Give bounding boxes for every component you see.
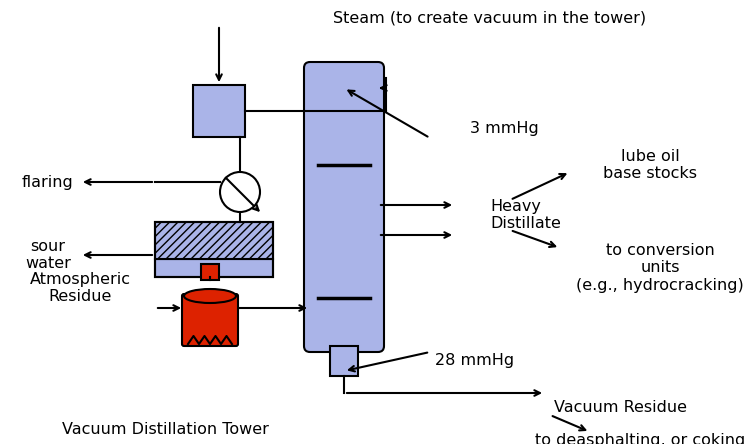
- Text: lube oil
base stocks: lube oil base stocks: [603, 149, 697, 181]
- Text: 3 mmHg: 3 mmHg: [470, 120, 538, 135]
- FancyBboxPatch shape: [304, 62, 384, 352]
- Text: Atmospheric
Residue: Atmospheric Residue: [29, 272, 130, 304]
- Text: sour
water: sour water: [25, 239, 71, 271]
- Text: to deasphalting, or coking: to deasphalting, or coking: [535, 432, 745, 444]
- Text: Vacuum Residue: Vacuum Residue: [554, 400, 686, 416]
- Bar: [155, 222, 273, 277]
- Ellipse shape: [184, 289, 236, 303]
- Circle shape: [220, 172, 260, 212]
- Text: to conversion
units
(e.g., hydrocracking): to conversion units (e.g., hydrocracking…: [576, 243, 744, 293]
- Text: Heavy
Distillate: Heavy Distillate: [490, 199, 561, 231]
- Bar: [330, 346, 358, 376]
- Text: Vacuum Distillation Tower: Vacuum Distillation Tower: [62, 423, 268, 437]
- Bar: [193, 85, 245, 137]
- Bar: [155, 259, 273, 277]
- Text: 28 mmHg: 28 mmHg: [435, 353, 514, 368]
- FancyBboxPatch shape: [182, 294, 238, 346]
- Text: Steam (to create vacuum in the tower): Steam (to create vacuum in the tower): [334, 11, 646, 25]
- Bar: [155, 222, 273, 259]
- Text: flaring: flaring: [22, 174, 74, 190]
- Bar: [201, 264, 219, 280]
